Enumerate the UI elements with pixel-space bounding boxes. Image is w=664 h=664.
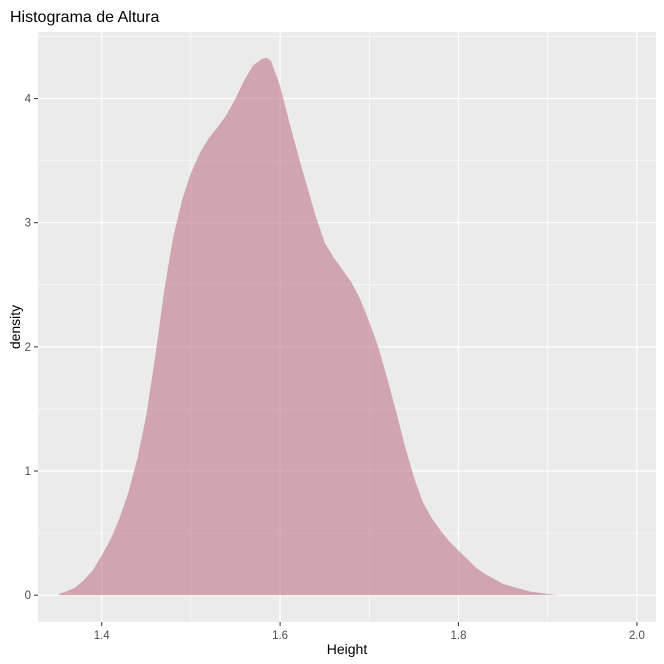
chart-title: Histograma de Altura	[10, 9, 160, 26]
y-tick-label: 2	[25, 342, 31, 354]
x-axis-title: Height	[327, 641, 368, 657]
x-axis-ticks: 1.4 1.6 1.8 2.0	[94, 622, 645, 642]
x-tick-label: 1.4	[94, 630, 111, 642]
y-axis-ticks: 0 1 2 3 4	[25, 94, 38, 602]
y-axis-title: density	[7, 305, 23, 349]
y-tick-label: 4	[25, 94, 32, 106]
x-tick-label: 1.8	[451, 630, 467, 642]
x-tick-label: 1.6	[272, 630, 288, 642]
y-tick-label: 1	[25, 466, 31, 478]
x-tick-label: 2.0	[629, 630, 645, 642]
y-tick-label: 3	[25, 218, 31, 230]
y-tick-label: 0	[25, 590, 31, 602]
density-area	[58, 57, 559, 596]
